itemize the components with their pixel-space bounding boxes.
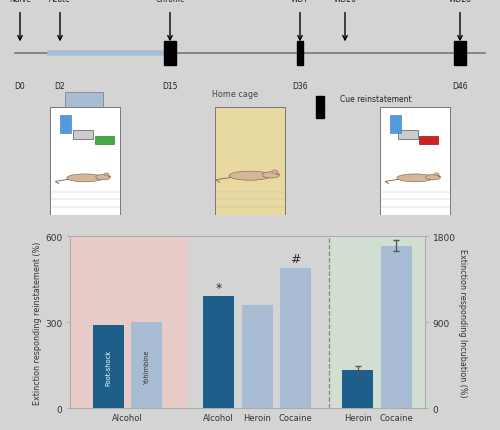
Text: WD7: WD7 — [291, 0, 309, 4]
Text: D2: D2 — [54, 82, 66, 91]
Circle shape — [108, 177, 110, 178]
Bar — [398, 131, 417, 140]
Text: D0: D0 — [14, 82, 26, 91]
Text: Yohimbine: Yohimbine — [144, 348, 150, 383]
Text: Acute: Acute — [49, 0, 71, 4]
Text: D15: D15 — [162, 82, 178, 91]
Y-axis label: Extinction responding reinstatement (%): Extinction responding reinstatement (%) — [34, 241, 42, 404]
Bar — [297, 42, 303, 66]
Ellipse shape — [104, 173, 109, 176]
Bar — [93, 326, 124, 408]
Text: CSA: CSA — [76, 104, 91, 113]
FancyBboxPatch shape — [380, 108, 450, 215]
Text: ◄)): ◄)) — [106, 107, 114, 112]
Bar — [72, 131, 92, 140]
Text: Naive: Naive — [9, 0, 31, 4]
Bar — [242, 305, 272, 408]
Text: *: * — [216, 281, 222, 294]
Bar — [316, 97, 324, 118]
Y-axis label: Extinction responding Incubation (%): Extinction responding Incubation (%) — [458, 249, 468, 396]
FancyBboxPatch shape — [215, 108, 285, 215]
Text: WD28: WD28 — [448, 0, 471, 4]
Ellipse shape — [67, 175, 103, 182]
Ellipse shape — [397, 175, 433, 182]
Text: Home cage: Home cage — [212, 90, 258, 99]
Bar — [342, 370, 374, 408]
FancyBboxPatch shape — [50, 108, 120, 215]
Ellipse shape — [426, 175, 440, 181]
FancyBboxPatch shape — [395, 108, 450, 206]
Ellipse shape — [229, 172, 271, 181]
Bar — [329, 237, 425, 408]
Bar — [60, 116, 71, 133]
FancyBboxPatch shape — [65, 108, 120, 206]
Text: WD20: WD20 — [334, 0, 356, 4]
Ellipse shape — [96, 175, 110, 181]
Bar — [454, 42, 466, 66]
Circle shape — [438, 177, 440, 178]
Text: Chronic: Chronic — [156, 0, 184, 4]
Text: Foot-shock: Foot-shock — [106, 349, 112, 385]
Text: D36: D36 — [292, 82, 308, 91]
Text: ◄)): ◄)) — [436, 107, 444, 112]
Text: Cue reinstatement: Cue reinstatement — [340, 95, 411, 103]
Text: #: # — [290, 252, 300, 265]
FancyBboxPatch shape — [95, 137, 114, 145]
Bar — [390, 116, 401, 133]
Ellipse shape — [272, 171, 278, 174]
Bar — [203, 297, 234, 408]
Ellipse shape — [262, 172, 280, 178]
Ellipse shape — [434, 173, 439, 176]
FancyBboxPatch shape — [65, 92, 102, 125]
Bar — [131, 322, 162, 408]
Bar — [380, 246, 412, 408]
FancyBboxPatch shape — [230, 108, 285, 206]
Bar — [280, 268, 311, 408]
Text: ✗: ✗ — [426, 138, 432, 144]
Text: ✓: ✓ — [102, 138, 107, 144]
FancyBboxPatch shape — [419, 137, 438, 145]
Bar — [70, 237, 188, 408]
Text: D46: D46 — [452, 82, 468, 91]
Circle shape — [276, 174, 279, 175]
Bar — [164, 42, 176, 66]
